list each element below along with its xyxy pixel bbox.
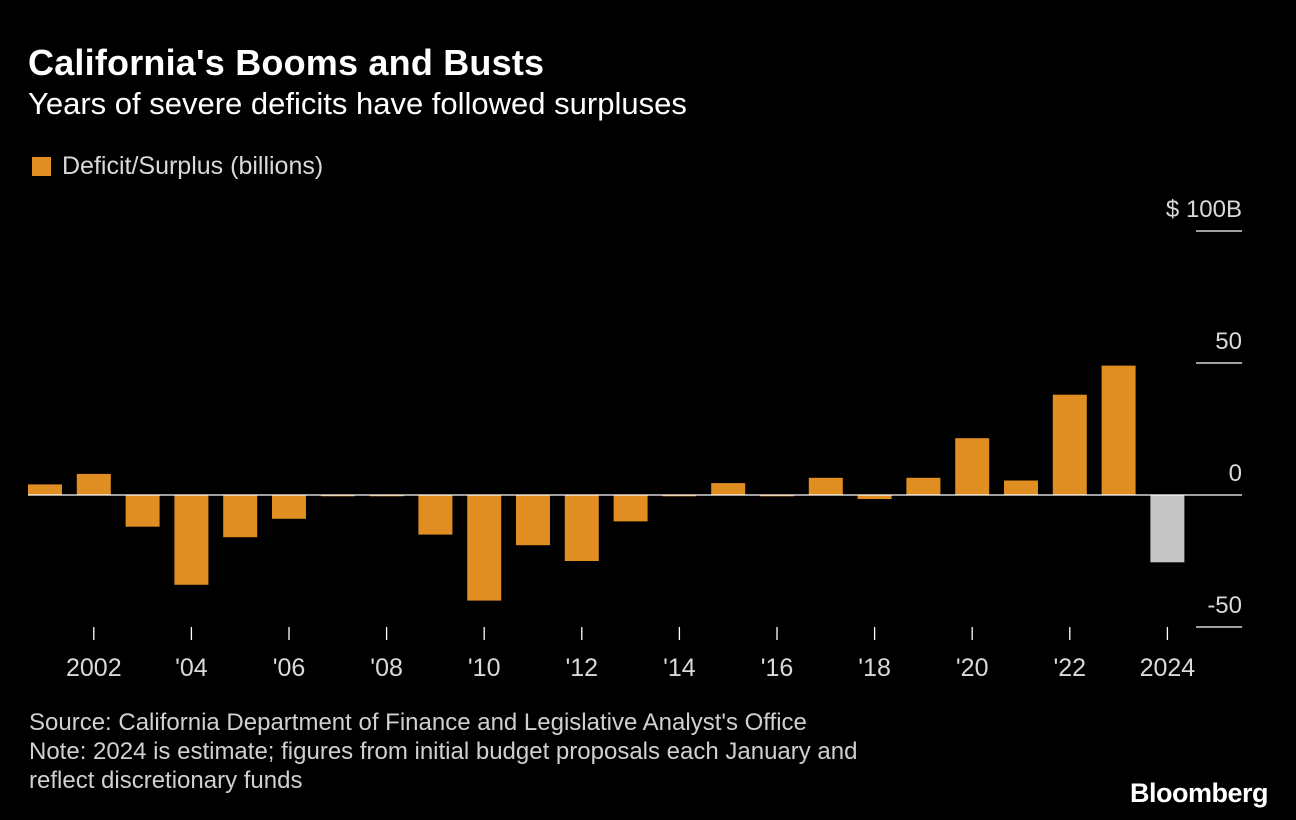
bar-2022 <box>1052 394 1087 495</box>
x-tick-label-2024: 2024 <box>1140 654 1196 682</box>
bar-2005 <box>223 495 258 538</box>
x-tick-label-2010: '10 <box>468 654 501 682</box>
bar-2012 <box>564 495 599 561</box>
bar-2020 <box>955 438 990 495</box>
source-note: Source: California Department of Finance… <box>29 708 857 795</box>
x-tick-label-2016: '16 <box>761 654 794 682</box>
bar-2023 <box>1101 365 1136 495</box>
x-tick-label-2006: '06 <box>273 654 306 682</box>
y-tick-label-50: 50 <box>1215 328 1242 355</box>
x-tick-label-2012: '12 <box>566 654 599 682</box>
bar-2011 <box>516 495 550 546</box>
bar-2004 <box>174 495 209 585</box>
legend-label: Deficit/Surplus (billions) <box>62 152 324 180</box>
bloomberg-logo: Bloomberg <box>1129 778 1269 808</box>
bar-chart: $ 100B 50 0 -50 2002 '04 '06 '08 '10 '12 '14 '16 '18… <box>28 196 1242 682</box>
x-tick-label-2004: '04 <box>175 654 208 682</box>
bar-2006 <box>272 495 306 519</box>
bar-2001 <box>28 484 62 495</box>
bar-2018 <box>857 495 892 499</box>
bar-2024 <box>1150 495 1185 563</box>
bar-2009 <box>418 495 453 535</box>
x-tick-label-2022: '22 <box>1054 654 1087 682</box>
note-line-2: reflect discretionary funds <box>29 767 303 794</box>
bar-2015 <box>711 483 746 495</box>
x-tick-label-2020: '20 <box>956 654 989 682</box>
x-tick-label-2018: '18 <box>858 654 891 682</box>
bar-2002 <box>76 473 111 495</box>
legend: Deficit/Surplus (billions) <box>32 152 323 181</box>
y-tick-label-0: 0 <box>1229 460 1242 487</box>
bar-2013 <box>613 495 648 522</box>
y-tick-label-100: $ 100B <box>1166 196 1242 223</box>
bar-2021 <box>1004 480 1038 495</box>
note-line-1: Note: 2024 is estimate; figures from ini… <box>29 738 858 765</box>
x-tick-label-2008: '08 <box>370 654 403 682</box>
x-tick-label-2002: 2002 <box>66 654 122 682</box>
source-line: Source: California Department of Finance… <box>29 709 807 736</box>
bar-2010 <box>467 495 502 601</box>
bar-2019 <box>906 477 941 495</box>
x-tick-label-2014: '14 <box>663 654 696 682</box>
chart-title: California's Booms and Busts <box>28 42 545 83</box>
y-tick-label--50: -50 <box>1207 592 1242 619</box>
bar-2003 <box>125 495 160 527</box>
bar-2017 <box>808 477 843 495</box>
chart-subtitle: Years of severe deficits have followed s… <box>28 86 687 121</box>
legend-swatch <box>32 157 51 176</box>
